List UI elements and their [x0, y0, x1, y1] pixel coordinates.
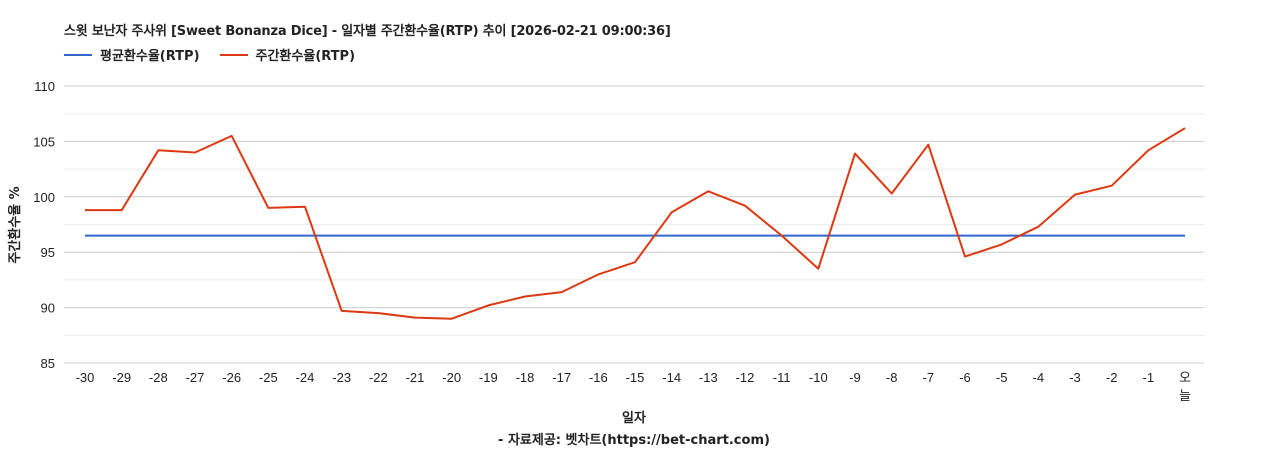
x-tick-label: -7 — [923, 370, 935, 385]
x-tick-label: -6 — [959, 370, 971, 385]
chart-legend: 평균환수율(RTP) 주간환수율(RTP) — [64, 45, 355, 64]
x-tick-label: -15 — [626, 370, 645, 385]
x-tick-label: 오 — [1179, 370, 1191, 385]
x-tick-label: -22 — [369, 370, 388, 385]
y-axis-ticks: 85 90 95 100 105 110 — [33, 79, 55, 371]
chart-title: 스윗 보난자 주사위 [Sweet Bonanza Dice] - 일자별 주간… — [64, 24, 671, 39]
x-tick-label: -29 — [112, 370, 131, 385]
legend-label-average: 평균환수율(RTP) — [100, 49, 200, 64]
x-tick-label: -3 — [1069, 370, 1081, 385]
y-tick-label: 90 — [41, 301, 55, 316]
x-tick-label: -27 — [186, 370, 205, 385]
x-tick-label: -2 — [1106, 370, 1118, 385]
chart-series — [85, 127, 1186, 320]
legend-item-weekly[interactable]: 주간환수율(RTP) — [219, 45, 356, 64]
x-tick-label: -11 — [773, 370, 791, 385]
x-axis-label: 일자 — [622, 411, 646, 426]
x-tick-label: -18 — [516, 370, 535, 385]
x-tick-label: -4 — [1033, 370, 1045, 385]
x-tick-label: -14 — [662, 370, 681, 385]
y-axis-label: 주간환수율 % — [7, 186, 23, 263]
x-axis-ticks: -30 -29 -28 -27 -26 -25 -24 -23 -22 -21 -20 -19 -18 -… — [76, 370, 1191, 403]
y-tick-label: 100 — [33, 190, 55, 205]
y-tick-label: 85 — [41, 356, 55, 371]
legend-label-weekly: 주간환수율(RTP) — [255, 49, 356, 64]
x-tick-label: -10 — [809, 370, 828, 385]
x-tick-label: -17 — [552, 370, 571, 385]
x-tick-label: -25 — [259, 370, 278, 385]
legend-swatch-weekly-icon — [219, 53, 248, 56]
x-tick-label: -1 — [1143, 370, 1155, 385]
x-tick-label: -23 — [332, 370, 351, 385]
source-credit: - 자료제공: 벳차트(https://bet-chart.com) — [498, 433, 770, 448]
x-tick-label: 늘 — [1179, 388, 1191, 403]
x-tick-label: -28 — [149, 370, 168, 385]
x-tick-label: -19 — [479, 370, 498, 385]
x-tick-label: -12 — [736, 370, 755, 385]
gridlines — [64, 85, 1204, 364]
x-tick-label: -21 — [406, 370, 425, 385]
x-tick-label: -20 — [442, 370, 461, 385]
y-tick-label: 110 — [34, 79, 55, 94]
x-tick-label: -26 — [222, 370, 241, 385]
x-tick-label: -8 — [886, 370, 898, 385]
x-tick-label: -5 — [996, 370, 1008, 385]
legend-swatch-average-icon — [64, 53, 92, 56]
y-tick-label: 105 — [33, 134, 55, 149]
x-tick-label: -16 — [589, 370, 608, 385]
x-tick-label: -24 — [296, 370, 315, 385]
x-tick-label: -9 — [849, 370, 861, 385]
x-tick-label: -30 — [76, 370, 95, 385]
legend-item-average[interactable]: 평균환수율(RTP) — [64, 45, 200, 64]
weekly-rtp-line[interactable] — [85, 127, 1186, 320]
y-tick-label: 95 — [41, 245, 55, 260]
x-tick-label: -13 — [699, 370, 718, 385]
